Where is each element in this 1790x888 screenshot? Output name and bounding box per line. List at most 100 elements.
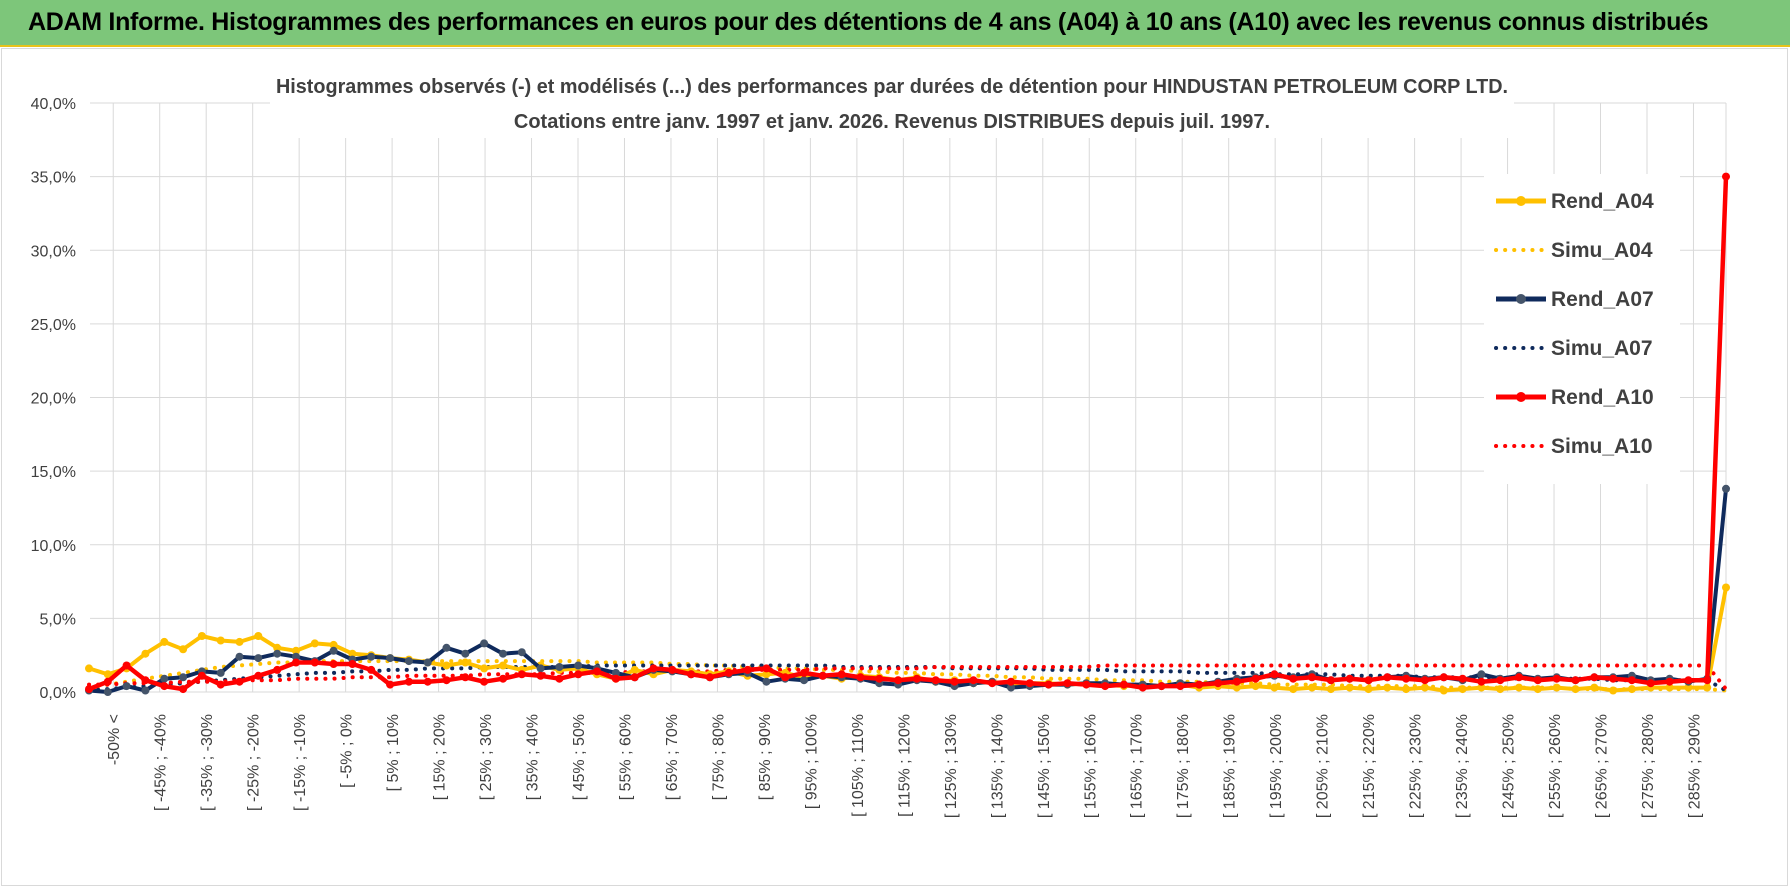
data-point [1326,685,1335,694]
chart-legend: Rend_A04 Simu_A04 Rend_A07 Simu_A07 Rend_A10… [1484,174,1680,484]
data-point [1345,683,1354,692]
x-tick-label: [ 135% ; 140% [989,714,1006,818]
x-tick-label: [ -25% ; -20% [246,714,263,811]
data-point [367,665,376,674]
data-point [1157,682,1166,691]
y-tick-label: 30,0% [31,243,76,260]
x-axis-labels: -50% < [ -45% ; -40% [ -35% ; -30% [ -25% ;… [106,714,1703,818]
data-point [1477,677,1486,686]
data-point [1571,676,1580,685]
data-point [499,674,507,683]
x-tick-label: [ 165% ; 170% [1129,714,1146,818]
data-point [235,637,244,646]
data-point [1571,685,1580,694]
data-point [461,658,470,667]
data-point [950,677,959,686]
data-point [1251,674,1260,683]
data-point [1609,674,1618,683]
data-point [442,643,451,652]
y-tick-label: 15,0% [31,464,76,481]
data-point [1063,679,1072,688]
data-point [611,674,620,683]
data-point [781,673,790,682]
x-tick-label: [ 5% ; 10% [385,714,402,791]
data-point [931,676,940,685]
data-point [517,648,526,657]
data-point [517,670,526,679]
chart-title-line-2: Cotations entre janv. 1997 et janv. 2026… [514,111,1270,133]
data-point [1590,673,1599,682]
data-point [423,658,432,667]
data-point [1420,676,1429,685]
data-point [273,649,282,658]
legend-label: Rend_A04 [1551,190,1654,213]
data-point [762,664,771,673]
legend-marker [1516,196,1526,206]
x-tick-label: [ 95% ; 100% [803,714,820,809]
x-tick-label: [ 175% ; 180% [1175,714,1192,818]
y-tick-label: 5,0% [40,611,76,628]
chart-title-background [270,62,1514,138]
legend-label: Rend_A07 [1551,288,1654,311]
data-point [179,673,188,682]
data-point [1270,683,1279,692]
data-point [273,665,282,674]
data-point [499,649,507,658]
legend-label: Simu_A04 [1551,239,1653,262]
series-line [88,176,1729,692]
x-tick-label: [ 235% ; 240% [1454,714,1471,818]
data-point [292,646,300,655]
data-point [649,664,658,673]
y-axis-labels: 0,0% 5,0% 10,0% 15,0% 20,0% 25,0% 30,0% 35,0% 40… [31,96,76,702]
data-point [1477,670,1486,679]
x-tick-label: -50% < [106,714,123,765]
data-point [103,670,112,679]
data-point [254,671,263,680]
data-point [1364,685,1373,694]
data-point [386,680,395,689]
legend-entry-simu-a07: Simu_A07 [1494,337,1653,360]
data-point [1364,676,1373,685]
data-point [1308,683,1316,692]
x-tick-label: [ 275% ; 280% [1640,714,1657,818]
data-point [724,668,733,677]
x-tick-label: [ 255% ; 260% [1547,714,1564,818]
data-point [329,640,338,649]
data-point [310,639,319,648]
chart-series [85,172,1730,696]
data-point [1270,670,1279,679]
x-tick-label: [ 285% ; 290% [1686,714,1703,818]
x-tick-label: [ 15% ; 20% [432,714,449,800]
data-point [1289,685,1298,694]
data-point [536,664,545,673]
x-tick-label: [ 115% ; 120% [896,714,913,817]
x-tick-label: [ -45% ; -40% [153,714,170,811]
chart-frame [1,48,1788,886]
data-point [668,665,677,674]
data-point [235,677,244,686]
x-tick-label: [ -5% ; 0% [339,714,356,788]
data-point [141,649,150,658]
data-point [442,661,451,670]
data-point [1308,673,1316,682]
data-point [894,676,903,685]
y-tick-label: 40,0% [31,96,76,113]
data-point [292,652,300,661]
data-point [611,668,620,677]
data-point [1533,685,1542,694]
data-point [442,676,451,685]
data-point [160,637,169,646]
data-point [1007,677,1015,686]
data-point [1665,677,1674,686]
data-point [1195,680,1204,689]
data-point [856,673,865,682]
data-point [1458,685,1467,694]
data-point [292,658,300,667]
data-point [480,677,489,686]
data-point [1609,686,1618,695]
x-tick-label: [ 155% ; 160% [1082,714,1099,818]
chart-title-line-1: Histogrammes observés (-) et modélisés (… [276,76,1508,98]
x-tick-label: [ 225% ; 230% [1408,714,1425,818]
x-tick-label: [ 125% ; 130% [943,714,960,818]
data-point [348,660,357,668]
